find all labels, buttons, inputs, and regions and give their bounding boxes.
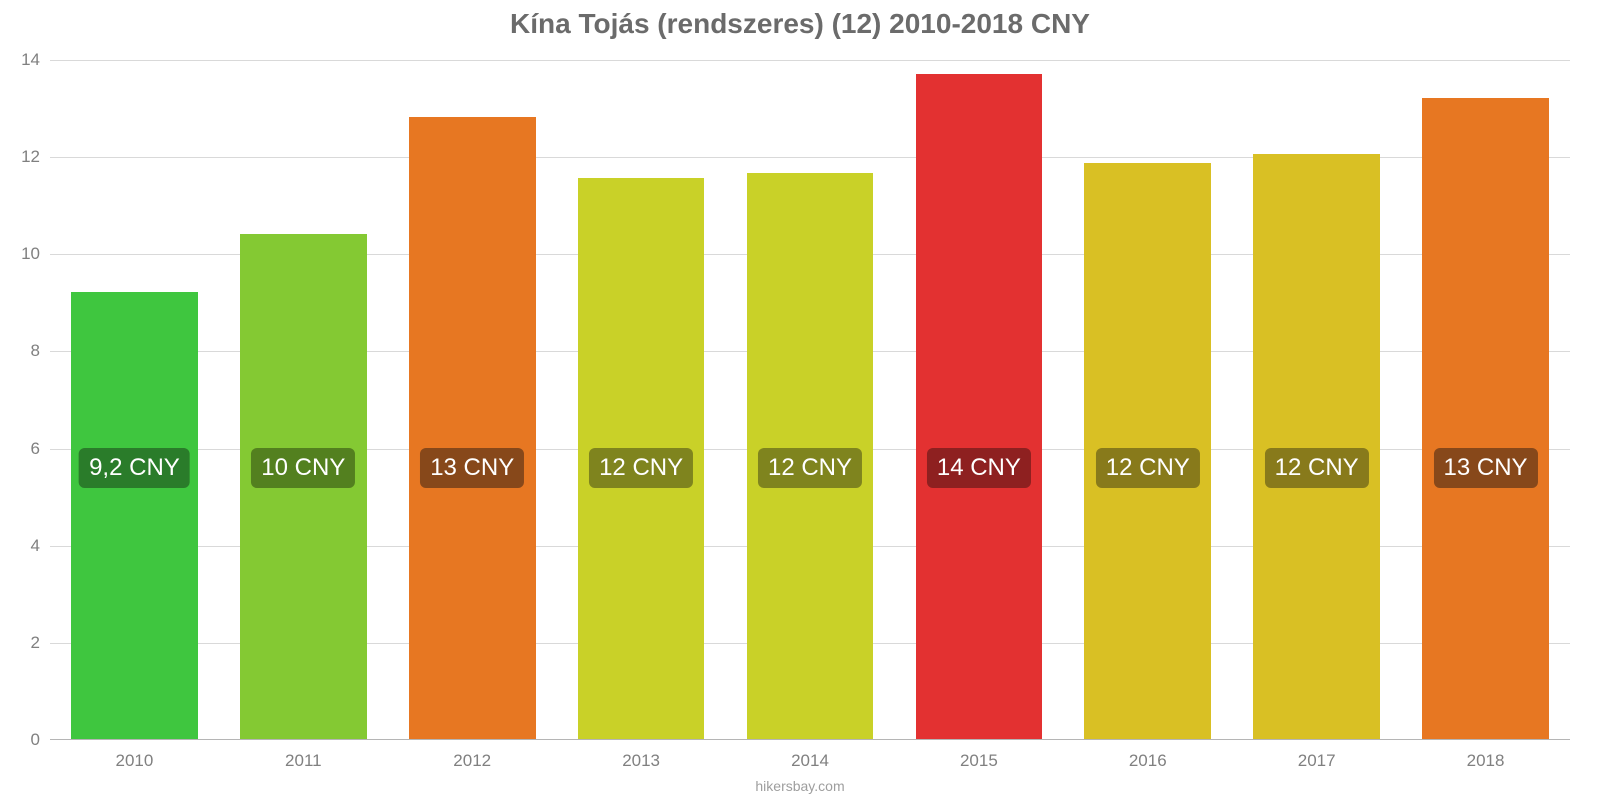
bar-value-label: 9,2 CNY (79, 448, 190, 488)
y-tick-label: 0 (31, 730, 50, 750)
x-tick-label: 2015 (960, 739, 998, 771)
x-tick-label: 2013 (622, 739, 660, 771)
bar (71, 292, 198, 739)
x-tick-label: 2012 (453, 739, 491, 771)
y-tick-label: 2 (31, 633, 50, 653)
x-tick-label: 2011 (285, 739, 322, 771)
bar (409, 117, 536, 739)
x-tick-label: 2010 (116, 739, 154, 771)
bar-value-label: 12 CNY (589, 448, 693, 488)
y-tick-label: 14 (21, 50, 50, 70)
x-tick-label: 2014 (791, 739, 829, 771)
bar (1422, 98, 1549, 739)
bar-value-label: 12 CNY (1265, 448, 1369, 488)
chart-title: Kína Tojás (rendszeres) (12) 2010-2018 C… (0, 8, 1600, 40)
bar-value-label: 13 CNY (420, 448, 524, 488)
x-tick-label: 2018 (1467, 739, 1505, 771)
y-tick-label: 8 (31, 341, 50, 361)
y-tick-label: 10 (21, 244, 50, 264)
x-tick-label: 2017 (1298, 739, 1336, 771)
y-tick-label: 6 (31, 439, 50, 459)
plot-area: 024681012149,2 CNY201010 CNY201113 CNY20… (50, 60, 1570, 740)
bar-value-label: 12 CNY (1096, 448, 1200, 488)
bar (1253, 154, 1380, 739)
bar-value-label: 13 CNY (1434, 448, 1538, 488)
bar (916, 74, 1043, 739)
y-tick-label: 12 (21, 147, 50, 167)
bar-value-label: 10 CNY (251, 448, 355, 488)
bar-value-label: 12 CNY (758, 448, 862, 488)
gridline (50, 60, 1570, 61)
bar-value-label: 14 CNY (927, 448, 1031, 488)
chart-container: Kína Tojás (rendszeres) (12) 2010-2018 C… (0, 0, 1600, 800)
chart-credit: hikersbay.com (0, 778, 1600, 794)
x-tick-label: 2016 (1129, 739, 1167, 771)
y-tick-label: 4 (31, 536, 50, 556)
